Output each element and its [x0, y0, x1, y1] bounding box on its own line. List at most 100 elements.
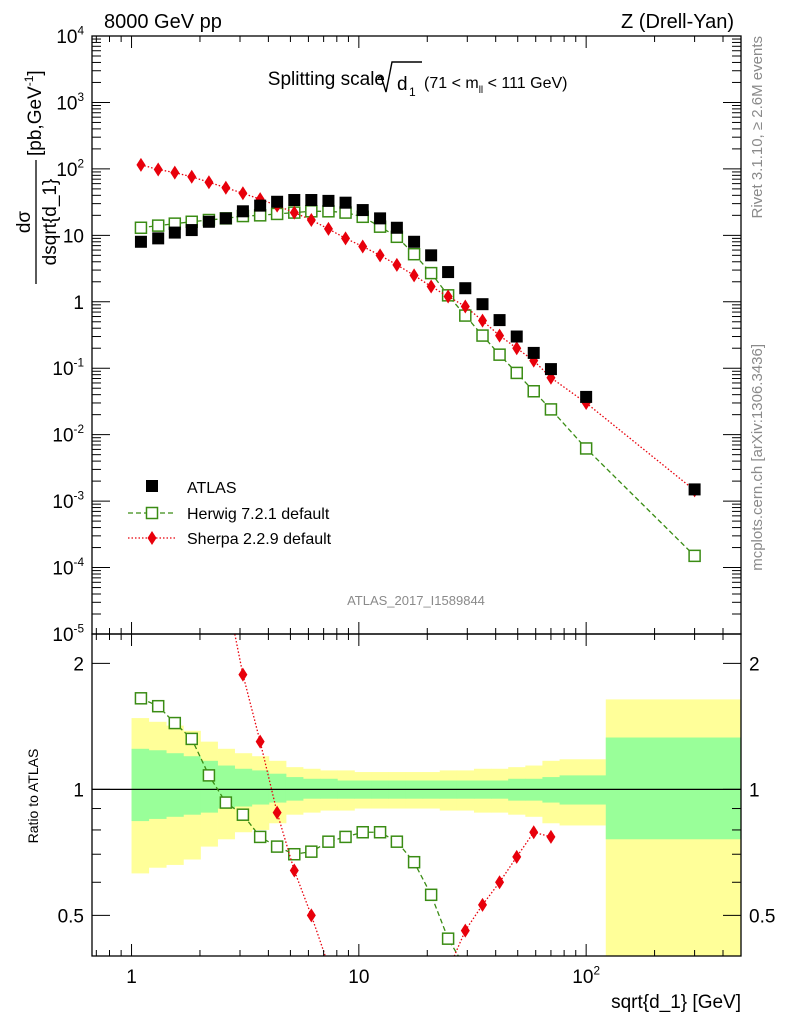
main-sherpa-point	[136, 157, 146, 172]
main-herwig-point	[493, 348, 506, 361]
ylabel-denominator: dsqrt{d_1}	[40, 179, 61, 266]
main-atlas-data-point	[374, 212, 387, 225]
sqrt-sign	[377, 61, 422, 93]
legend-marker-atlas	[146, 480, 158, 492]
y-tick-label: 10-5	[52, 622, 84, 646]
ratio-sherpa-point	[272, 805, 282, 820]
legend-label-herwig: Herwig 7.2.1 default	[187, 506, 330, 523]
legend-label-atlas: ATLAS	[187, 480, 237, 497]
y-tick-label: 102	[56, 157, 84, 181]
ratio-y-label: Ratio to ATLAS	[25, 749, 41, 844]
ratio-sherpa-point	[460, 923, 470, 938]
main-atlas-data-point	[254, 199, 267, 212]
ratio-herwig-point	[322, 835, 335, 848]
ratio-y-tick-label: 1	[73, 780, 84, 801]
ratio-herwig-point	[202, 769, 216, 782]
ratio-frame	[91, 633, 742, 957]
y-tick-label: 10-3	[52, 490, 84, 514]
main-atlas-data-point	[442, 266, 455, 279]
legend: ATLAS Herwig 7.2.1 default Sherpa 2.2.9 …	[128, 480, 332, 548]
ratio-herwig-point	[460, 962, 471, 973]
ratio-x-ticks: 1 10 102	[95, 634, 724, 988]
stat-uncertainty-band	[303, 778, 321, 799]
ratio-series-layer	[134, 634, 556, 973]
main-atlas-data-point	[390, 221, 403, 234]
main-sherpa-point	[409, 268, 419, 283]
stat-uncertainty-band	[131, 748, 150, 822]
ratio-herwig-point	[134, 692, 148, 705]
plot-title: Splitting scale d 1 (71 < mll < 111 GeV)	[268, 61, 567, 99]
rivet-version-label: Rivet 3.1.10, ≥ 2.6M events	[749, 36, 766, 219]
main-herwig-point	[424, 266, 438, 280]
ratio-herwig-point	[185, 732, 198, 746]
ratio-herwig-point	[219, 796, 233, 809]
plot-title-root-sub: 1	[409, 85, 416, 99]
ratio-sherpa-point	[306, 908, 316, 923]
y-tick-label: 104	[56, 24, 84, 48]
ratio-sherpa-point	[529, 825, 539, 840]
y-tick-label: 1	[73, 293, 84, 314]
main-sherpa-point	[358, 239, 368, 254]
ratio-herwig-point	[236, 808, 250, 821]
legend-marker-herwig	[145, 506, 159, 520]
range-sub: ll	[479, 85, 483, 96]
stat-uncertainty-band	[200, 760, 218, 813]
legend-label-sherpa: Sherpa 2.2.9 default	[187, 531, 332, 548]
main-sherpa-point	[238, 186, 248, 201]
ratio-sherpa-point	[546, 829, 556, 844]
ylabel-unit: [pb,GeV-1]	[22, 70, 46, 156]
main-herwig-point	[151, 219, 165, 232]
ratio-y-tick-label-right: 0.5	[749, 906, 775, 927]
main-herwig-point	[134, 221, 148, 235]
ratio-sherpa-point	[512, 849, 522, 864]
main-y-label: dσ dsqrt{d_1} [pb,GeV-1]	[14, 70, 61, 284]
plot-title-root-arg: d	[397, 74, 408, 95]
ratio-herwig-point	[339, 830, 352, 844]
ratio-sherpa-point	[255, 734, 265, 749]
main-atlas-data-point	[688, 483, 701, 496]
main-herwig-point	[407, 247, 421, 261]
main-sherpa-point	[443, 289, 453, 304]
main-sherpa-point	[341, 231, 351, 246]
stat-uncertainty-band	[148, 750, 167, 819]
x-tick-label: 102	[572, 964, 600, 988]
main-sherpa-point	[478, 313, 488, 328]
legend-marker-sherpa	[147, 531, 157, 545]
main-herwig-point	[544, 403, 558, 416]
main-atlas-data-point	[134, 235, 147, 248]
main-y-ticks: 10-5 10-4 10-3 10-2 10-1 1 10 102 103 104	[52, 24, 741, 646]
main-atlas-data-point	[459, 282, 472, 295]
stat-uncertainty-band	[605, 737, 741, 840]
ratio-sherpa-point	[238, 667, 248, 682]
x-tick-label: 1	[126, 967, 137, 988]
stat-uncertainty-band	[183, 756, 201, 815]
ratio-y-ticks: 0.5 0.5 1 1 2 2	[58, 654, 776, 927]
main-atlas-data-point	[493, 314, 506, 327]
ratio-herwig-point	[270, 840, 284, 853]
main-sherpa-point	[375, 248, 385, 263]
ratio-herwig-point	[373, 825, 387, 839]
range-post: < 111 GeV)	[483, 75, 567, 92]
main-atlas-data-point	[425, 249, 438, 262]
ratio-y-tick-label-right: 2	[749, 654, 760, 675]
analysis-watermark: ATLAS_2017_I1589844	[347, 593, 485, 608]
main-sherpa-point	[460, 299, 470, 314]
main-atlas-data-point	[339, 196, 352, 209]
main-atlas-data-point	[271, 195, 284, 208]
main-atlas-data-point	[288, 194, 301, 207]
mcplots-label: mcplots.cern.ch [arXiv:1306.3436]	[749, 344, 766, 571]
main-series-layer	[134, 157, 701, 563]
stat-uncertainty-band	[320, 778, 338, 799]
stat-uncertainty-band	[166, 753, 184, 817]
main-atlas-data-point	[356, 204, 369, 217]
main-sherpa-point	[392, 257, 402, 272]
ratio-herwig-point	[253, 830, 267, 844]
ratio-y-tick-label-right: 1	[749, 780, 760, 801]
ratio-sherpa-point	[495, 875, 505, 890]
main-sherpa-point	[495, 328, 505, 343]
ratio-herwig-point	[305, 845, 318, 858]
y-tick-label: 10-4	[52, 556, 84, 580]
main-sherpa-point	[153, 162, 163, 177]
ratio-herwig-point	[424, 888, 438, 902]
ylabel-numerator: dσ	[14, 211, 35, 234]
